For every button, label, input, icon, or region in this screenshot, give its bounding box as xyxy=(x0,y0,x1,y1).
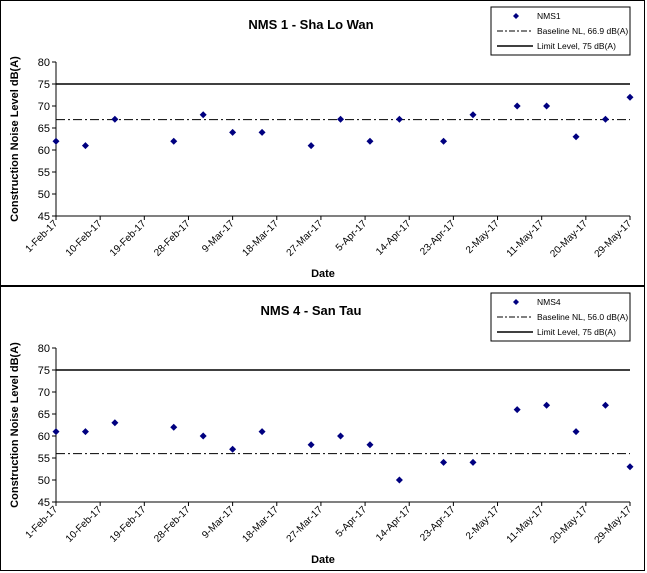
x-tick-label: 10-Feb-17 xyxy=(64,218,105,259)
legend-label: Limit Level, 75 dB(A) xyxy=(537,327,616,337)
data-point xyxy=(307,142,315,150)
legend-marker xyxy=(513,299,519,305)
data-point xyxy=(170,137,178,145)
y-tick-label: 75 xyxy=(38,79,50,91)
data-point xyxy=(111,419,119,427)
data-point xyxy=(395,476,403,484)
chart-title: NMS 1 - Sha Lo Wan xyxy=(248,17,373,32)
x-tick-label: 28-Feb-17 xyxy=(152,218,193,259)
x-tick-label: 20-May-17 xyxy=(548,504,590,546)
data-point xyxy=(572,133,580,141)
x-tick-label: 1-Feb-17 xyxy=(24,218,61,255)
y-tick-label: 80 xyxy=(38,57,50,69)
x-tick-label: 5-Apr-17 xyxy=(334,218,370,254)
y-tick-label: 55 xyxy=(38,167,50,179)
data-point xyxy=(601,401,609,409)
x-tick-label: 11-May-17 xyxy=(505,218,546,259)
data-point xyxy=(440,137,448,145)
data-point xyxy=(366,441,374,449)
x-tick-label: 9-Mar-17 xyxy=(200,504,237,541)
data-point xyxy=(543,102,551,110)
y-tick-label: 55 xyxy=(38,453,50,465)
x-tick-label: 18-Mar-17 xyxy=(240,504,281,545)
y-tick-label: 50 xyxy=(38,189,50,201)
data-point xyxy=(229,128,237,136)
x-tick-label: 14-Apr-17 xyxy=(374,504,414,544)
x-tick-label: 29-May-17 xyxy=(593,504,635,546)
x-tick-label: 28-Feb-17 xyxy=(152,504,193,545)
x-tick-label: 27-Mar-17 xyxy=(285,504,326,545)
data-point xyxy=(170,423,178,431)
y-tick-label: 70 xyxy=(38,387,50,399)
y-tick-label: 60 xyxy=(38,145,50,157)
x-tick-label: 2-May-17 xyxy=(464,218,502,256)
chart-nms1: NMS 1 - Sha Lo Wan 45 50 55 60 65 70 75 80 1-Feb-… xyxy=(9,6,635,280)
x-tick-label: 29-May-17 xyxy=(593,218,635,260)
data-point xyxy=(626,93,634,101)
chart-title: NMS 4 - San Tau xyxy=(261,303,362,318)
y-tick-label: 75 xyxy=(38,365,50,377)
y-axis-label: Construction Noise Level dB(A) xyxy=(9,56,21,222)
data-point xyxy=(337,115,345,123)
chart-panel-nms1: NMS 1 - Sha Lo Wan 45 50 55 60 65 70 75 80 1-Feb-… xyxy=(0,0,645,286)
y-tick-label: 65 xyxy=(38,123,50,135)
x-tick-label: 1-Feb-17 xyxy=(24,504,61,541)
y-tick-label: 80 xyxy=(38,343,50,355)
legend-label: Baseline NL, 66.9 dB(A) xyxy=(537,26,628,36)
x-tick-label: 11-May-17 xyxy=(505,504,546,545)
data-point xyxy=(229,445,237,453)
data-point xyxy=(199,111,207,119)
data-point xyxy=(572,428,580,436)
data-point xyxy=(440,458,448,466)
data-point xyxy=(366,137,374,145)
y-tick-label: 65 xyxy=(38,409,50,421)
x-axis-label: Date xyxy=(311,554,335,566)
data-point xyxy=(395,115,403,123)
data-point xyxy=(337,432,345,440)
x-tick-label: 19-Feb-17 xyxy=(108,504,149,545)
x-tick-label: 20-May-17 xyxy=(548,218,590,260)
data-point xyxy=(81,142,89,150)
data-point xyxy=(199,432,207,440)
legend-marker xyxy=(513,13,519,19)
data-point xyxy=(258,128,266,136)
x-tick-label: 23-Apr-17 xyxy=(418,218,458,258)
data-point xyxy=(258,428,266,436)
x-tick-label: 14-Apr-17 xyxy=(374,218,414,258)
y-tick-label: 70 xyxy=(38,101,50,113)
chart-panel-nms4: NMS 4 - San Tau 45 50 55 60 65 70 75 80 1-Feb-17 1… xyxy=(0,286,645,571)
data-point xyxy=(543,401,551,409)
data-point xyxy=(469,458,477,466)
y-tick-label: 45 xyxy=(38,497,50,509)
data-point xyxy=(52,428,60,436)
y-tick-label: 60 xyxy=(38,431,50,443)
data-point xyxy=(601,115,609,123)
legend-label: NMS1 xyxy=(537,11,561,21)
x-tick-label: 5-Apr-17 xyxy=(334,504,370,540)
legend-label: Limit Level, 75 dB(A) xyxy=(537,41,616,51)
data-point xyxy=(513,406,521,414)
data-point xyxy=(81,428,89,436)
x-tick-label: 27-Mar-17 xyxy=(285,218,326,259)
x-tick-label: 18-Mar-17 xyxy=(240,218,281,259)
y-tick-label: 50 xyxy=(38,475,50,487)
legend-label: NMS4 xyxy=(537,297,561,307)
data-point xyxy=(626,463,634,471)
legend-label: Baseline NL, 56.0 dB(A) xyxy=(537,312,628,322)
x-tick-label: 10-Feb-17 xyxy=(64,504,105,545)
x-axis-label: Date xyxy=(311,268,335,280)
y-tick-label: 45 xyxy=(38,211,50,223)
y-axis-label: Construction Noise Level dB(A) xyxy=(9,342,21,508)
x-tick-label: 23-Apr-17 xyxy=(418,504,458,544)
data-point xyxy=(52,137,60,145)
data-point xyxy=(469,111,477,119)
data-point xyxy=(513,102,521,110)
x-tick-label: 9-Mar-17 xyxy=(200,218,237,255)
data-point xyxy=(111,115,119,123)
x-tick-label: 2-May-17 xyxy=(464,504,502,542)
x-tick-label: 19-Feb-17 xyxy=(108,218,149,259)
data-point xyxy=(307,441,315,449)
